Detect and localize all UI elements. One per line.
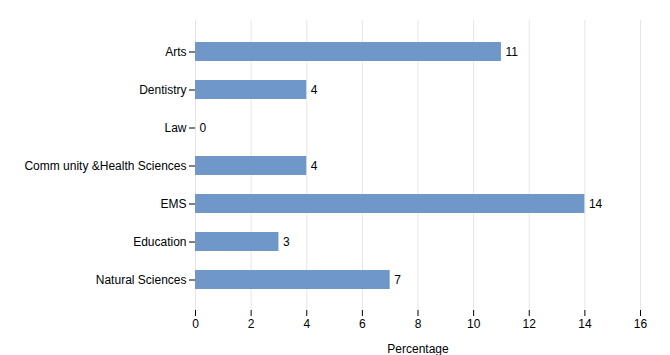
svg-text:0: 0 <box>200 121 207 135</box>
svg-text:3: 3 <box>283 235 290 249</box>
svg-text:6: 6 <box>359 317 366 331</box>
svg-text:8: 8 <box>415 317 422 331</box>
svg-text:EMS: EMS <box>160 197 186 211</box>
svg-text:Comm unity &Health Sciences: Comm unity &Health Sciences <box>24 159 186 173</box>
svg-text:14: 14 <box>578 317 592 331</box>
svg-text:0: 0 <box>192 317 199 331</box>
svg-text:16: 16 <box>634 317 648 331</box>
svg-text:Natural Sciences: Natural Sciences <box>96 273 187 287</box>
svg-text:11: 11 <box>505 45 518 59</box>
svg-text:Arts: Arts <box>165 45 186 59</box>
svg-text:14: 14 <box>589 197 603 211</box>
svg-text:7: 7 <box>394 273 401 287</box>
svg-text:4: 4 <box>303 317 310 331</box>
svg-text:2: 2 <box>248 317 255 331</box>
svg-text:4: 4 <box>311 159 318 173</box>
svg-text:Percentage: Percentage <box>387 342 449 355</box>
svg-text:Education: Education <box>133 235 186 249</box>
svg-text:4: 4 <box>311 83 318 97</box>
svg-text:10: 10 <box>467 317 481 331</box>
svg-text:12: 12 <box>523 317 537 331</box>
svg-text:Dentistry: Dentistry <box>139 83 186 97</box>
svg-text:Law: Law <box>164 121 186 135</box>
